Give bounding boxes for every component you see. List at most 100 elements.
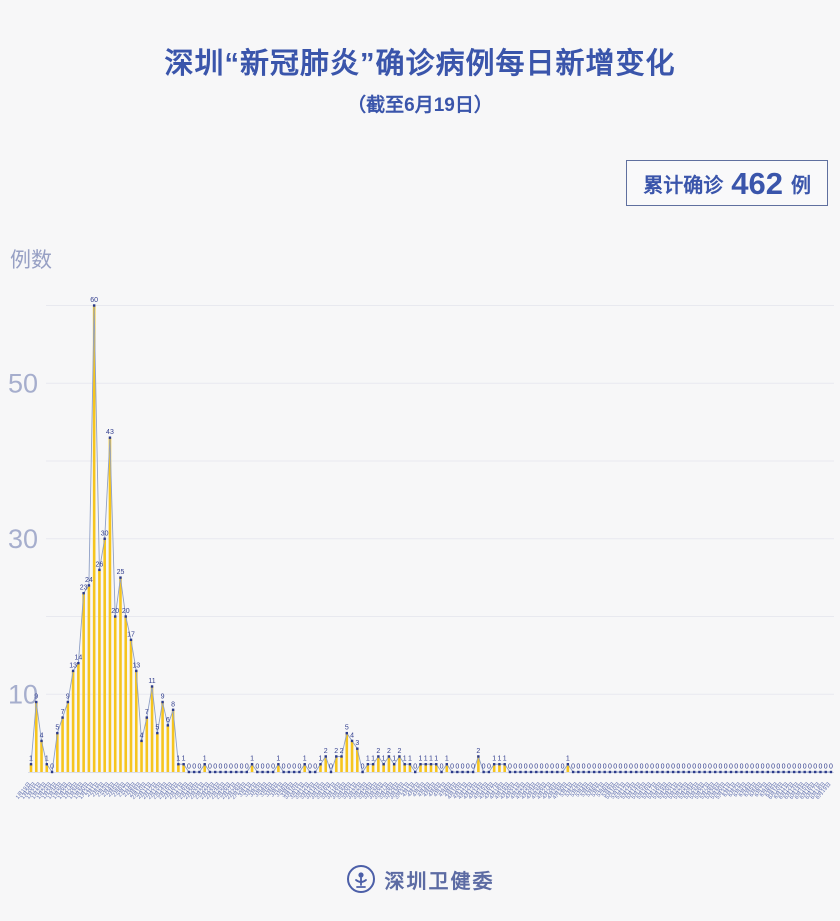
svg-text:0: 0 [597,764,601,771]
svg-text:0: 0 [761,764,765,771]
svg-text:0: 0 [592,764,596,771]
svg-text:2: 2 [387,748,391,755]
svg-text:13: 13 [132,662,140,669]
daily-bars [29,305,570,772]
svg-text:0: 0 [571,764,575,771]
svg-text:0: 0 [282,764,286,771]
svg-text:0: 0 [229,764,233,771]
svg-text:2: 2 [334,748,338,755]
svg-text:0: 0 [292,764,296,771]
svg-text:1: 1 [276,756,280,763]
svg-text:2: 2 [376,748,380,755]
svg-text:0: 0 [682,764,686,771]
svg-text:0: 0 [540,764,544,771]
svg-text:0: 0 [308,764,312,771]
svg-text:0: 0 [708,764,712,771]
svg-text:20: 20 [111,608,119,615]
svg-text:1: 1 [371,756,375,763]
svg-text:0: 0 [740,764,744,771]
svg-text:1: 1 [45,756,49,763]
svg-text:0: 0 [719,764,723,771]
svg-text:1: 1 [319,756,323,763]
svg-text:0: 0 [619,764,623,771]
svg-text:25: 25 [117,569,125,576]
svg-text:4: 4 [40,732,44,739]
badge-suffix: 例 [791,174,811,197]
svg-text:0: 0 [287,764,291,771]
svg-text:0: 0 [634,764,638,771]
svg-text:1: 1 [382,756,386,763]
svg-text:5: 5 [155,725,159,732]
svg-text:26: 26 [96,561,104,568]
svg-text:2: 2 [397,748,401,755]
svg-text:0: 0 [829,764,833,771]
svg-text:0: 0 [629,764,633,771]
svg-text:0: 0 [803,764,807,771]
svg-text:2: 2 [340,748,344,755]
svg-text:0: 0 [713,764,717,771]
svg-text:9: 9 [161,694,165,701]
svg-text:0: 0 [787,764,791,771]
footer: 深圳卫健委 [0,864,840,894]
svg-text:0: 0 [224,764,228,771]
svg-text:1: 1 [176,756,180,763]
svg-text:0: 0 [482,764,486,771]
svg-text:0: 0 [413,764,417,771]
svg-text:2: 2 [476,748,480,755]
svg-text:0: 0 [697,764,701,771]
svg-text:1: 1 [424,756,428,763]
svg-text:1: 1 [392,756,396,763]
svg-text:0: 0 [550,764,554,771]
health-commission-logo-icon [346,865,375,893]
svg-text:0: 0 [255,764,259,771]
svg-text:0: 0 [534,764,538,771]
y-axis-ticks: 10 30 50 [8,368,38,709]
svg-text:0: 0 [766,764,770,771]
svg-text:5: 5 [55,725,59,732]
svg-text:0: 0 [671,764,675,771]
svg-text:1: 1 [492,756,496,763]
svg-text:0: 0 [455,764,459,771]
svg-text:50: 50 [8,368,38,398]
svg-text:20: 20 [122,608,130,615]
svg-text:0: 0 [692,764,696,771]
svg-text:0: 0 [487,764,491,771]
svg-text:0: 0 [361,764,365,771]
svg-text:13: 13 [69,662,77,669]
svg-text:0: 0 [797,764,801,771]
svg-text:9: 9 [34,694,38,701]
svg-text:0: 0 [261,764,265,771]
svg-text:0: 0 [608,764,612,771]
svg-text:7: 7 [61,709,65,716]
svg-text:0: 0 [808,764,812,771]
svg-text:1: 1 [403,756,407,763]
svg-text:5: 5 [345,725,349,732]
svg-text:0: 0 [819,764,823,771]
svg-text:1: 1 [366,756,370,763]
svg-text:0: 0 [782,764,786,771]
svg-text:1: 1 [29,756,33,763]
svg-text:17: 17 [127,631,135,638]
svg-text:0: 0 [676,764,680,771]
svg-text:0: 0 [197,764,201,771]
svg-text:0: 0 [240,764,244,771]
svg-text:0: 0 [461,764,465,771]
svg-text:3: 3 [355,740,359,747]
svg-text:0: 0 [750,764,754,771]
svg-text:1: 1 [250,756,254,763]
point-labels: 1941057913142324602630432025201713471159… [29,297,833,771]
svg-text:0: 0 [655,764,659,771]
gridlines [46,305,834,695]
svg-text:0: 0 [329,764,333,771]
svg-text:0: 0 [450,764,454,771]
footer-org-name: 深圳卫健委 [384,870,495,893]
svg-text:7: 7 [145,709,149,716]
svg-text:0: 0 [440,764,444,771]
svg-text:0: 0 [555,764,559,771]
svg-text:1: 1 [408,756,412,763]
svg-text:0: 0 [745,764,749,771]
svg-text:0: 0 [524,764,528,771]
point-markers [29,304,833,774]
svg-text:1: 1 [203,756,207,763]
